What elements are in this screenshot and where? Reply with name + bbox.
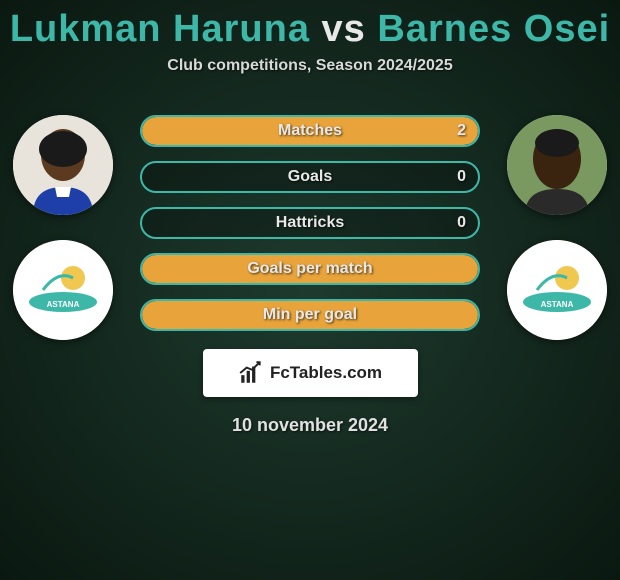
stat-label: Matches xyxy=(278,122,342,140)
subtitle: Club competitions, Season 2024/2025 xyxy=(0,57,620,75)
stat-right-value: 0 xyxy=(457,214,466,232)
stat-label: Min per goal xyxy=(263,306,357,324)
page-title: Lukman Haruna vs Barnes Osei xyxy=(0,0,620,51)
comparison-panel: ASTANA ASTANA Matches2Goals0Hattricks0Go… xyxy=(0,115,620,436)
club-name-text: ASTANA xyxy=(47,300,80,309)
stat-label: Goals xyxy=(288,168,332,186)
player1-avatar xyxy=(13,115,113,215)
date-text: 10 november 2024 xyxy=(0,415,620,436)
left-column: ASTANA xyxy=(8,115,118,340)
stats-bars: Matches 2 Goals 0 Hattricks 0 Goals per match M… xyxy=(140,115,480,331)
stat-label: Goals per match xyxy=(247,260,372,278)
stat-right-value: 0 xyxy=(457,168,466,186)
right-column: ASTANA xyxy=(502,115,612,340)
brand-badge: FcTables.com xyxy=(203,349,418,397)
brand-text: FcTables.com xyxy=(270,363,382,383)
stat-row: Goals per match xyxy=(140,253,480,285)
player2-club-logo: ASTANA xyxy=(507,240,607,340)
stat-row: Hattricks 0 xyxy=(140,207,480,239)
stat-right-value: 2 xyxy=(457,122,466,140)
stat-row: Matches 2 xyxy=(140,115,480,147)
chart-icon xyxy=(238,360,264,386)
stat-label: Hattricks xyxy=(276,214,344,232)
player1-club-logo: ASTANA xyxy=(13,240,113,340)
player2-avatar xyxy=(507,115,607,215)
player1-name: Lukman Haruna xyxy=(10,8,310,50)
vs-text: vs xyxy=(322,8,366,50)
club-name-text: ASTANA xyxy=(541,300,574,309)
stat-row: Min per goal xyxy=(140,299,480,331)
stat-row: Goals 0 xyxy=(140,161,480,193)
player2-name: Barnes Osei xyxy=(377,8,610,50)
